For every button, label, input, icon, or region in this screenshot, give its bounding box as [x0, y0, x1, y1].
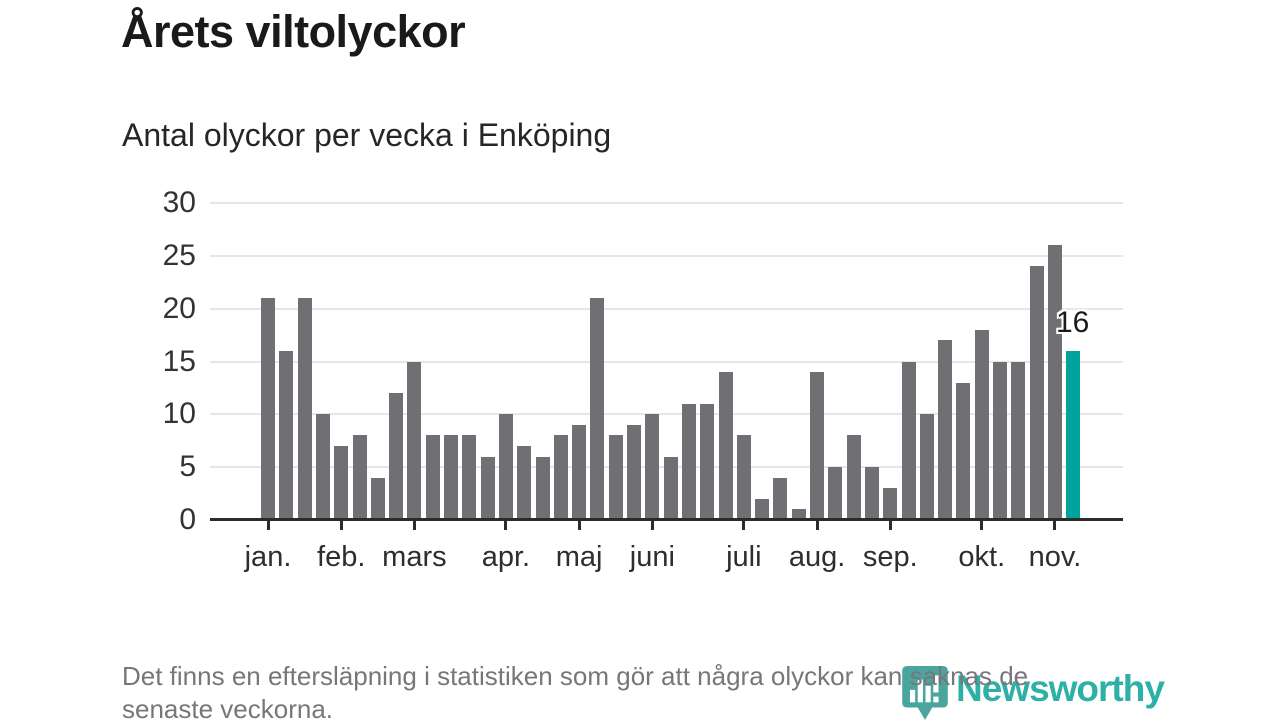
newsworthy-logo: Newsworthy	[901, 665, 1165, 721]
bar	[681, 403, 696, 520]
y-axis-tick-label: 25	[162, 238, 196, 272]
x-axis-month-label: feb.	[317, 541, 366, 573]
bar	[938, 340, 953, 520]
newsworthy-wordmark: Newsworthy	[956, 668, 1165, 709]
gridline	[210, 202, 1123, 204]
bar	[828, 467, 843, 520]
gridline	[210, 360, 1123, 363]
chart-subtitle: Antal olyckor per vecka i Enköping	[122, 117, 612, 153]
bar	[883, 488, 898, 520]
bar	[370, 477, 385, 520]
bar	[810, 372, 825, 520]
bar	[956, 382, 971, 520]
y-axis-tick-label: 5	[179, 450, 196, 484]
bar	[736, 435, 751, 520]
bar	[791, 509, 806, 520]
last-value-label: 16	[1056, 306, 1090, 339]
bar	[627, 424, 642, 520]
y-axis-tick-label: 15	[162, 344, 196, 378]
x-axis-tick	[577, 521, 581, 530]
gridline	[210, 254, 1123, 257]
bar	[663, 456, 678, 520]
bar	[444, 435, 459, 520]
bar	[407, 361, 422, 520]
bar	[864, 467, 879, 520]
bar	[773, 477, 788, 520]
x-axis-month-label: apr.	[481, 541, 531, 573]
bar	[993, 361, 1008, 520]
x-axis-month-label: maj	[555, 541, 603, 573]
bar	[334, 446, 349, 520]
footnote-line-1: Det finns en eftersläpning i statistiken…	[122, 661, 1029, 691]
bar	[553, 435, 568, 520]
y-axis-tick-label: 0	[179, 503, 196, 536]
x-axis-tick	[266, 521, 270, 530]
bar	[846, 435, 861, 520]
x-axis-month-label: okt.	[958, 541, 1006, 573]
bar	[590, 298, 605, 520]
bar	[535, 456, 550, 520]
bar	[1029, 266, 1044, 520]
bar	[315, 414, 330, 520]
bar	[1047, 245, 1062, 520]
bar	[755, 498, 770, 520]
bar	[901, 361, 916, 520]
x-axis-month-label: jan.	[244, 541, 292, 573]
bar	[974, 329, 989, 520]
gridline	[210, 307, 1123, 310]
y-axis-tick-label: 10	[162, 397, 196, 431]
footnote: Det finns en eftersläpning i statistiken…	[122, 660, 1162, 726]
bar	[498, 414, 513, 520]
x-axis-month-label: juli	[726, 541, 762, 573]
newsworthy-bubble-chart-icon	[902, 666, 948, 720]
x-axis-tick	[1053, 521, 1057, 530]
footnote-line-2: senaste veckorna.	[122, 694, 334, 724]
x-axis-month-label: nov.	[1028, 541, 1082, 573]
bar	[718, 372, 733, 520]
x-axis-tick	[980, 521, 984, 530]
x-axis-tick	[815, 521, 819, 530]
x-axis-tick	[650, 521, 654, 530]
x-axis-month-label: mars	[382, 541, 447, 573]
bar	[462, 435, 477, 520]
x-axis-tick	[412, 521, 416, 530]
highlighted-bar	[1066, 350, 1081, 520]
y-axis-tick-label: 30	[162, 186, 196, 219]
x-axis-tick	[742, 521, 746, 530]
bar	[261, 298, 275, 520]
page-title: Årets viltolyckor	[121, 6, 466, 57]
bar	[1011, 361, 1026, 520]
bar	[352, 435, 367, 520]
y-axis-tick-label: 20	[162, 291, 196, 325]
bar	[297, 298, 312, 520]
x-axis-tick	[888, 521, 892, 530]
bar	[480, 456, 495, 520]
x-axis-month-label: aug.	[788, 541, 846, 573]
bar	[279, 350, 294, 520]
x-axis-tick	[339, 521, 343, 530]
x-axis-line	[210, 518, 1123, 521]
bar	[645, 414, 660, 520]
bar	[425, 435, 440, 520]
bar	[700, 403, 715, 520]
x-axis-month-label: juni	[629, 541, 675, 573]
bar	[919, 414, 934, 520]
gridline	[210, 413, 1123, 416]
bar	[389, 393, 404, 520]
x-axis-month-label: sep.	[862, 541, 918, 573]
bar	[517, 446, 532, 520]
x-axis-tick	[504, 521, 508, 530]
bar	[572, 424, 587, 520]
bar	[608, 435, 623, 520]
